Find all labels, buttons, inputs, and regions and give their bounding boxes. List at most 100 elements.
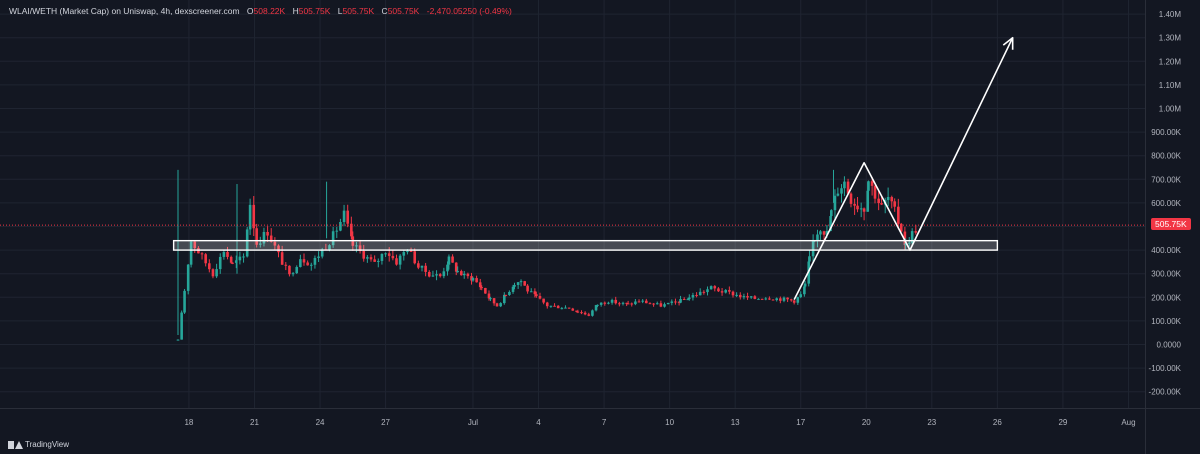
y-tick-label: 900.00K (1151, 128, 1181, 137)
candle-body (487, 293, 491, 299)
candle-body (731, 291, 735, 296)
tradingview-logo[interactable]: TradingView (8, 440, 69, 449)
candle-body (454, 262, 458, 272)
candle-body (789, 299, 793, 301)
candle-body (836, 193, 840, 196)
candle-body (362, 250, 366, 259)
candle-body (229, 256, 233, 263)
candle-body (447, 256, 451, 265)
candle-body (670, 301, 674, 303)
candle-body (186, 264, 190, 291)
candle-body (630, 303, 634, 305)
candle-body (339, 222, 342, 231)
candle-body (335, 230, 339, 232)
candle-body (513, 284, 516, 287)
candle-body (637, 301, 641, 303)
candle-body (587, 314, 591, 316)
candle-body (384, 253, 387, 255)
target-arrowhead (1002, 36, 1014, 50)
x-tick-label: 21 (250, 418, 259, 427)
candle-body (387, 253, 391, 256)
candle-body (706, 289, 709, 293)
low-value: 505.75K (342, 6, 375, 16)
candle-body (255, 228, 258, 245)
candle-body (262, 231, 266, 244)
candle-body (803, 283, 807, 287)
x-tick-label: 23 (927, 418, 936, 427)
candle-body (556, 305, 560, 309)
candle-body (674, 301, 677, 303)
candle-body (833, 195, 837, 211)
candle-body (849, 193, 853, 204)
candle-body (677, 301, 681, 303)
candle-body (542, 298, 545, 303)
candle-body (746, 296, 749, 298)
candle-body (580, 312, 583, 314)
candle-body (320, 249, 324, 257)
candle-body (299, 259, 302, 268)
high-label: H (292, 6, 299, 16)
candle-body (529, 291, 533, 293)
candle-body (456, 271, 459, 273)
candle-body (571, 308, 575, 311)
candle-body (564, 307, 567, 309)
candle-body (625, 302, 628, 304)
candle-body (599, 302, 603, 305)
candle-body (735, 294, 738, 296)
candle-body (391, 255, 395, 259)
candle-body (273, 241, 277, 246)
y-tick-label: 1.00M (1159, 105, 1182, 114)
candle-body (607, 302, 610, 304)
candle-body (328, 245, 331, 250)
x-tick-label: 4 (536, 418, 541, 427)
candle-body (621, 302, 625, 304)
y-tick-label: 1.40M (1159, 10, 1182, 19)
candle-body (342, 210, 346, 223)
candle-body (886, 197, 890, 201)
candle-body (663, 304, 666, 307)
candle-body (846, 181, 850, 194)
candle-body (866, 190, 870, 212)
candle-body (280, 252, 284, 265)
candle-body (475, 278, 478, 283)
candle-body (691, 295, 695, 298)
candle-body (890, 197, 894, 202)
candle-body (728, 290, 731, 292)
candle-body (395, 258, 398, 265)
candle-body (369, 257, 373, 260)
candle-body (252, 204, 256, 229)
candle-body (277, 245, 280, 253)
candle-body (853, 203, 856, 206)
x-tick-label: 10 (665, 418, 674, 427)
candle-body (768, 298, 771, 300)
candle-body (471, 278, 475, 281)
candle-body (398, 255, 402, 265)
y-tick-label: -200.00K (1149, 388, 1182, 397)
y-tick-label: 200.00K (1151, 293, 1181, 302)
x-tick-label: 18 (184, 418, 193, 427)
candle-body (753, 296, 757, 299)
candle-body (269, 235, 273, 242)
candle-body (533, 291, 537, 295)
candle-body (462, 273, 466, 276)
candle-body (211, 269, 215, 277)
candle-body (499, 303, 502, 307)
candle-body (313, 257, 317, 265)
candle-body (742, 296, 746, 298)
candle-body (420, 265, 424, 268)
candle-body (652, 303, 655, 305)
drawings (0, 36, 1145, 301)
candle-body (811, 241, 815, 257)
tradingview-icon (8, 440, 23, 449)
candle-body (870, 181, 874, 186)
candle-body (618, 303, 621, 305)
y-tick-label: -100.00K (1149, 364, 1182, 373)
x-tick-label: Aug (1121, 418, 1135, 427)
candle-body (808, 256, 811, 262)
candle-body (266, 231, 269, 236)
candle-body (880, 203, 883, 205)
candle-body (193, 241, 197, 249)
candle-body (435, 274, 438, 276)
close-value: 505.75K (387, 6, 420, 16)
